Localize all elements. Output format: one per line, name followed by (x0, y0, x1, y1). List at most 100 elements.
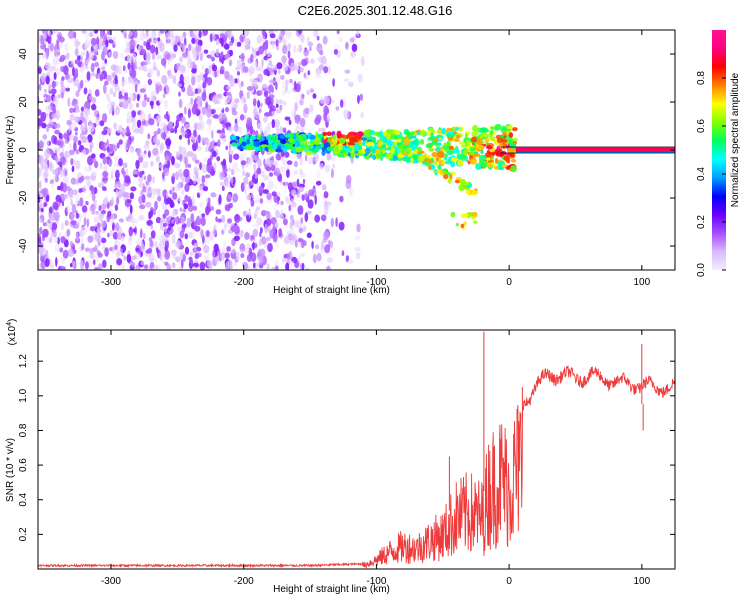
noise-cell (81, 30, 87, 34)
noise-cell (129, 204, 133, 215)
noise-cell (72, 66, 75, 77)
noise-cell (204, 180, 208, 187)
noise-cell (289, 261, 295, 268)
noise-cell (152, 52, 156, 61)
noise-cell (124, 68, 128, 74)
noise-cell (99, 162, 103, 170)
noise-cell (40, 111, 47, 122)
noise-cell (320, 214, 327, 222)
noise-cell (54, 244, 61, 252)
signal-cell (305, 150, 313, 156)
snr-y-tick-label: 0.6 (18, 458, 29, 472)
noise-cell (56, 166, 63, 174)
noise-cell (335, 106, 340, 111)
noise-cell (334, 43, 340, 50)
noise-cell (136, 170, 139, 176)
noise-cell (152, 148, 159, 156)
noise-cell (199, 162, 202, 170)
colorbar-tick-label: 0.0 (696, 263, 707, 277)
signal-cell (510, 165, 517, 173)
noise-cell (174, 125, 178, 134)
noise-cell (323, 66, 329, 74)
noise-cell (350, 51, 356, 58)
noise-cell (86, 218, 90, 228)
noise-cell (140, 260, 146, 266)
noise-cell (70, 199, 74, 206)
noise-cell (234, 118, 238, 124)
signal-cell (381, 138, 388, 142)
signal-cell (511, 143, 516, 149)
noise-cell (171, 218, 175, 224)
noise-cell (303, 48, 310, 57)
noise-cell (266, 236, 271, 242)
noise-cell (96, 36, 100, 45)
noise-cell (256, 217, 263, 226)
noise-cell (153, 79, 157, 85)
noise-cell (240, 160, 247, 166)
signal-cell (338, 137, 346, 145)
noise-cell (266, 166, 272, 172)
noise-cell (274, 167, 281, 177)
noise-cell (66, 185, 71, 192)
noise-cell (94, 89, 100, 97)
noise-cell (267, 180, 274, 190)
noise-cell (268, 172, 274, 177)
noise-cell (114, 180, 118, 190)
noise-cell (73, 31, 77, 39)
noise-cell (182, 31, 187, 38)
noise-cell (143, 150, 147, 155)
noise-cell (314, 214, 321, 223)
noise-cell (338, 36, 344, 43)
noise-cell (124, 175, 131, 184)
noise-cell (122, 162, 128, 169)
noise-cell (266, 192, 272, 200)
noise-cell (112, 231, 118, 240)
noise-cell (279, 104, 283, 111)
noise-cell (319, 97, 325, 104)
noise-cell (126, 199, 132, 204)
noise-cell (348, 81, 354, 88)
noise-cell (133, 30, 138, 39)
noise-cell (43, 172, 49, 177)
signal-cell (411, 154, 418, 161)
noise-cell (218, 112, 224, 123)
noise-cell (46, 104, 52, 112)
signal-cell (458, 184, 465, 191)
noise-cell (274, 259, 279, 268)
noise-cell (254, 209, 258, 219)
noise-cell (271, 41, 275, 50)
noise-cell (102, 113, 108, 123)
signal-cell (416, 131, 421, 136)
noise-cell (100, 237, 107, 244)
snr-scale-exponent: 4 (6, 322, 13, 326)
noise-cell (139, 204, 146, 210)
noise-cell (221, 58, 224, 65)
noise-cell (130, 186, 137, 192)
noise-cell (339, 195, 344, 203)
noise-cell (84, 31, 90, 41)
noise-cell (251, 223, 257, 228)
signal-cell (288, 132, 294, 139)
noise-cell (220, 30, 225, 34)
noise-cell (297, 30, 303, 35)
noise-cell (126, 138, 131, 149)
noise-cell (67, 77, 74, 84)
signal-cell (274, 139, 282, 145)
noise-cell (274, 265, 279, 270)
noise-cell (60, 236, 66, 244)
noise-cell (269, 79, 276, 84)
noise-cell (206, 108, 212, 118)
noise-cell (114, 204, 119, 212)
noise-cell (61, 200, 65, 207)
noise-cell (69, 107, 74, 114)
noise-cell (200, 118, 203, 128)
noise-cell (357, 73, 363, 83)
noise-cell (160, 122, 167, 128)
noise-cell (145, 52, 151, 62)
noise-cell (80, 106, 85, 112)
signal-cell (430, 132, 434, 139)
noise-cell (130, 136, 135, 142)
noise-cell (275, 108, 282, 114)
noise-cell (158, 163, 164, 169)
noise-cell (307, 70, 311, 76)
